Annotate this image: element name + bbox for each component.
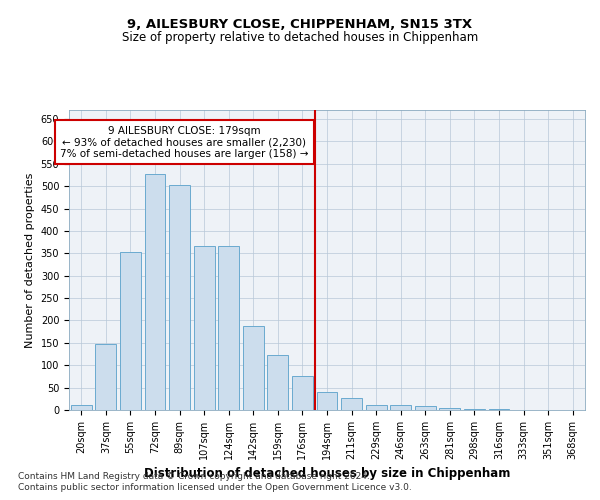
Bar xyxy=(317,392,337,410)
Text: 9, AILESBURY CLOSE, CHIPPENHAM, SN15 3TX: 9, AILESBURY CLOSE, CHIPPENHAM, SN15 3TX xyxy=(127,18,473,30)
Bar xyxy=(390,405,411,410)
Text: Contains HM Land Registry data © Crown copyright and database right 2024.: Contains HM Land Registry data © Crown c… xyxy=(18,472,370,481)
Text: 9 AILESBURY CLOSE: 179sqm
← 93% of detached houses are smaller (2,230)
7% of sem: 9 AILESBURY CLOSE: 179sqm ← 93% of detac… xyxy=(60,126,309,159)
X-axis label: Distribution of detached houses by size in Chippenham: Distribution of detached houses by size … xyxy=(144,468,510,480)
Bar xyxy=(415,406,436,410)
Bar xyxy=(218,246,239,410)
Text: Contains public sector information licensed under the Open Government Licence v3: Contains public sector information licen… xyxy=(18,484,412,492)
Bar xyxy=(243,326,264,410)
Bar xyxy=(169,185,190,410)
Bar xyxy=(71,404,92,410)
Text: Size of property relative to detached houses in Chippenham: Size of property relative to detached ho… xyxy=(122,31,478,44)
Y-axis label: Number of detached properties: Number of detached properties xyxy=(25,172,35,348)
Bar xyxy=(120,252,141,410)
Bar xyxy=(464,408,485,410)
Bar xyxy=(292,376,313,410)
Bar xyxy=(194,246,215,410)
Bar xyxy=(145,174,166,410)
Bar xyxy=(439,408,460,410)
Bar xyxy=(95,344,116,410)
Bar xyxy=(488,409,509,410)
Bar xyxy=(365,404,386,410)
Bar xyxy=(341,398,362,410)
Bar xyxy=(268,356,289,410)
